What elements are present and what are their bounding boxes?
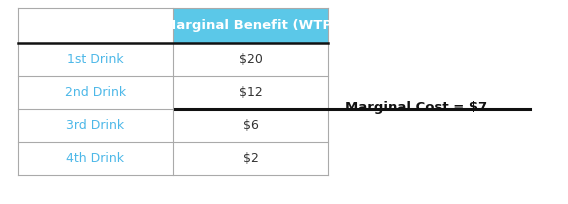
Text: 4th Drink: 4th Drink <box>66 152 124 165</box>
Text: 3rd Drink: 3rd Drink <box>66 119 124 132</box>
Text: 2nd Drink: 2nd Drink <box>65 86 126 99</box>
Text: Marginal Benefit (WTP): Marginal Benefit (WTP) <box>163 19 338 32</box>
Text: 1st Drink: 1st Drink <box>67 53 124 66</box>
Bar <box>173 8 328 43</box>
Text: Marginal Cost = $7: Marginal Cost = $7 <box>345 102 487 114</box>
Text: $20: $20 <box>239 53 262 66</box>
Text: $2: $2 <box>243 152 258 165</box>
Text: $6: $6 <box>243 119 258 132</box>
Text: $12: $12 <box>239 86 262 99</box>
